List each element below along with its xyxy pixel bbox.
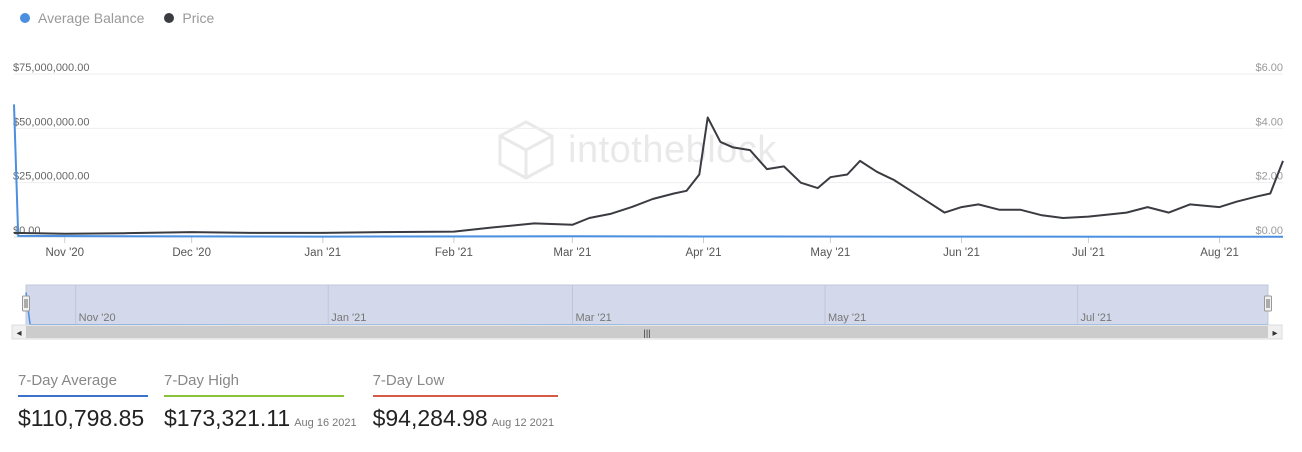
x-tick-label: May '21 xyxy=(810,247,850,259)
navigator-x-label: May '21 xyxy=(828,312,866,324)
main-chart[interactable]: $0.00 $25,000,000.00 $50,000,000.00 $75,000… xyxy=(0,60,1302,270)
navigator-x-label: Nov '20 xyxy=(79,312,116,324)
legend-item-average-balance[interactable]: Average Balance xyxy=(20,10,144,26)
legend-item-price[interactable]: Price xyxy=(164,10,214,26)
stat-value-low: $94,284.98 xyxy=(372,405,488,431)
x-tick-label: Mar '21 xyxy=(553,247,591,259)
stats-panel: 7-Day Average $110,798.85 7-Day High $17… xyxy=(18,372,558,432)
y-left-tick-label: $50,000,000.00 xyxy=(13,116,89,128)
x-tick-label: Feb '21 xyxy=(435,247,473,259)
x-tick-label: Apr '21 xyxy=(685,247,721,259)
series-line-price xyxy=(13,116,1284,235)
scrollbar-thumb[interactable] xyxy=(26,326,1268,338)
stat-label-high: 7-Day High xyxy=(164,372,344,397)
legend-label-price: Price xyxy=(182,10,215,26)
stat-date-low: Aug 12 2021 xyxy=(491,417,555,429)
stat-7day-average: 7-Day Average $110,798.85 xyxy=(18,372,148,432)
y-right-tick-label: $0.00 xyxy=(1255,225,1283,237)
stat-label-low: 7-Day Low xyxy=(372,372,558,397)
stat-7day-high: 7-Day High $173,321.11 Aug 16 2021 xyxy=(164,372,357,432)
navigator-x-label: Mar '21 xyxy=(575,312,611,324)
legend-label-average-balance: Average Balance xyxy=(38,10,145,26)
scroll-left-arrow-icon[interactable]: ◂ xyxy=(16,328,21,339)
scrollbar-grip-icon: ||| xyxy=(643,328,650,338)
x-tick-label: Jan '21 xyxy=(304,247,341,259)
chart-legend: Average Balance Price xyxy=(20,10,214,26)
stat-value-high: $173,321.11 xyxy=(164,405,291,431)
x-tick-label: Jun '21 xyxy=(943,247,980,259)
navigator-x-label: Jan '21 xyxy=(331,312,366,324)
navigator-handle-left[interactable] xyxy=(22,295,30,312)
x-tick-label: Jul '21 xyxy=(1072,247,1105,259)
y-left-tick-label: $25,000,000.00 xyxy=(13,171,89,183)
legend-dot-price xyxy=(164,13,175,23)
scroll-right-arrow-icon[interactable]: ▸ xyxy=(1272,328,1277,339)
stat-value-average: $110,798.85 xyxy=(18,405,145,431)
range-navigator[interactable]: Nov '20 Jan '21 Mar '21 May '21 Jul '21 ||| ◂ ▸ xyxy=(0,283,1302,343)
navigator-x-label: Jul '21 xyxy=(1081,312,1112,324)
legend-dot-average-balance xyxy=(20,13,30,23)
stat-7day-low: 7-Day Low $94,284.98 Aug 12 2021 xyxy=(372,372,558,432)
navigator-handle-right[interactable] xyxy=(1264,295,1272,312)
x-tick-label: Dec '20 xyxy=(172,247,211,259)
x-tick-label: Nov '20 xyxy=(45,247,84,259)
y-left-tick-label: $75,000,000.00 xyxy=(13,62,89,74)
stat-label-average: 7-Day Average xyxy=(18,372,148,397)
stat-date-high: Aug 16 2021 xyxy=(294,417,357,429)
y-right-tick-label: $6.00 xyxy=(1255,62,1283,74)
x-tick-label: Aug '21 xyxy=(1200,247,1239,259)
series-line-average-balance xyxy=(13,104,1284,238)
y-right-tick-label: $4.00 xyxy=(1255,116,1283,128)
